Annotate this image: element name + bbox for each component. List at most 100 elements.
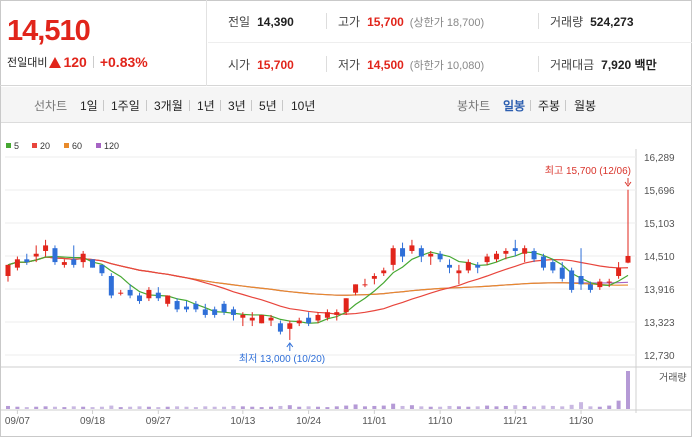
volume-bar	[456, 406, 461, 409]
current-price: 14,510	[7, 15, 91, 47]
volume-bar	[513, 405, 518, 409]
candle-body	[137, 295, 143, 302]
volume-bar	[409, 405, 414, 409]
volume-bar	[475, 406, 480, 409]
up-triangle-icon	[49, 56, 62, 68]
change-label: 전일대비	[7, 57, 48, 69]
volume-bar	[222, 406, 227, 409]
volume-bar	[175, 406, 180, 409]
upper-limit: (상한가 18,700)	[409, 16, 485, 29]
divider	[220, 100, 221, 111]
volume-bar	[391, 403, 396, 409]
volume-bars	[6, 371, 630, 409]
candle-body	[287, 323, 293, 329]
candle-body	[43, 245, 49, 251]
stat-value: 524,273	[590, 14, 634, 29]
candle-body	[268, 317, 274, 321]
legend-label: 5	[14, 141, 19, 151]
divider	[146, 100, 147, 111]
period-5y[interactable]: 5년	[259, 98, 277, 113]
stats-row-1: 전일 14,390 고가 15,700 (상한가 18,700) 거래량 524…	[208, 0, 692, 43]
volume-bar	[6, 405, 10, 409]
volume-bar	[62, 407, 67, 409]
volume-bar	[372, 405, 377, 409]
divider	[538, 13, 539, 29]
candle-body	[306, 317, 312, 324]
x-tick-label: 10/13	[230, 416, 255, 427]
stat-open: 시가 15,700	[228, 43, 294, 86]
lower-limit: (하한가 10,080)	[409, 59, 485, 72]
legend-label: 20	[40, 141, 50, 151]
change-percent: +0.83%	[99, 54, 148, 70]
volume-bar	[52, 406, 57, 409]
y-tick-label: 16,289	[644, 153, 675, 164]
candle-body	[578, 276, 584, 285]
volume-bar	[579, 402, 584, 409]
y-tick-label: 15,103	[644, 219, 675, 230]
min-arrow-head	[286, 342, 294, 348]
volume-bar	[90, 407, 95, 409]
candle-body	[493, 253, 499, 260]
x-tick-label: 11/01	[362, 416, 387, 427]
candle-body	[418, 248, 424, 257]
period-3m[interactable]: 3개월	[154, 98, 183, 113]
volume-label: 거래량	[659, 372, 687, 384]
candle-body	[193, 303, 199, 310]
stat-label: 시가	[228, 58, 251, 72]
stat-value: 15,700	[257, 57, 294, 72]
candle-body	[400, 248, 406, 257]
candle-body	[165, 295, 171, 304]
period-10y[interactable]: 10년	[291, 98, 316, 113]
candle-body	[127, 289, 133, 296]
period-3y[interactable]: 3년	[228, 98, 246, 113]
stat-label: 거래대금	[550, 58, 595, 72]
x-axis: 09/07 09/18 09/27 10/13 10/24 11/01 11/10 11/21…	[5, 410, 594, 427]
stat-value: 15,700	[367, 14, 404, 29]
divider	[538, 56, 539, 72]
candle-weekly[interactable]: 주봉	[538, 98, 561, 113]
volume-bar	[250, 406, 255, 409]
volume-bar	[616, 400, 621, 409]
stat-label: 전일	[228, 15, 251, 29]
volume-bar	[146, 406, 151, 409]
candle-body	[381, 270, 387, 274]
x-tick-label: 09/07	[5, 416, 30, 427]
volume-bar	[503, 405, 508, 409]
legend-label: 120	[104, 141, 119, 151]
max-arrow-head	[624, 181, 632, 187]
candle-body	[315, 314, 321, 321]
chart-annotations: 최고 15,700 (12/06) 최저 13,000 (10/20)	[239, 165, 632, 365]
candle-body	[362, 284, 368, 286]
min-price-annotation: 최저 13,000 (10/20)	[239, 353, 325, 365]
volume-bar	[334, 406, 339, 409]
candle-body	[61, 262, 67, 265]
candle-body	[616, 267, 622, 277]
volume-bar	[419, 406, 424, 409]
candle-monthly[interactable]: 월봉	[574, 98, 597, 113]
candle-body	[296, 320, 302, 324]
volume-bar	[541, 405, 546, 409]
candle-body	[540, 256, 546, 268]
candle-body	[71, 259, 77, 265]
period-1y[interactable]: 1년	[197, 98, 215, 113]
x-tick-label: 09/27	[146, 416, 171, 427]
candle-body	[212, 309, 218, 315]
period-1d[interactable]: 1일	[80, 98, 98, 113]
candle-body	[221, 303, 227, 313]
stats-row-2: 시가 15,700 저가 14,500 (하한가 10,080) 거래대금 7,…	[208, 43, 692, 86]
volume-bar	[297, 406, 302, 409]
volume-bar	[34, 406, 39, 409]
divider	[189, 100, 190, 111]
candle-body	[353, 284, 359, 293]
volume-bar	[269, 406, 274, 409]
volume-bar	[316, 406, 320, 409]
candle-body	[33, 253, 39, 257]
candle-daily[interactable]: 일봉	[503, 98, 526, 113]
period-1w[interactable]: 1주일	[111, 98, 140, 113]
price-change: 전일대비 120 +0.83%	[7, 54, 148, 70]
volume-bar	[466, 406, 471, 409]
volume-bar	[137, 406, 142, 409]
volume-bar	[212, 406, 217, 409]
volume-bar	[118, 407, 123, 409]
y-axis: 16,289 15,696 15,103 14,510 13,916 13,323 12,7…	[644, 153, 675, 362]
